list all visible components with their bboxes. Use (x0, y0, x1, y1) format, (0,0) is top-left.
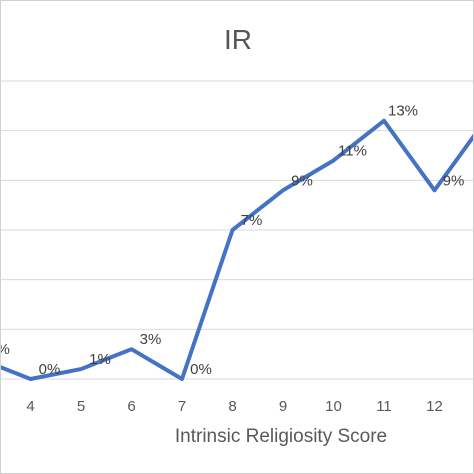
data-label: 2% (1, 341, 10, 358)
x-tick-label: 5 (77, 398, 85, 415)
gridlines (1, 80, 473, 380)
x-tick-label: 6 (127, 398, 135, 415)
data-label: 0% (39, 361, 61, 378)
data-label: 13% (388, 103, 418, 120)
data-label: 1% (89, 351, 111, 368)
x-tick-label: 11 (376, 398, 392, 415)
x-tick-labels: 345678910111213 (26, 398, 443, 415)
x-axis-title: Intrinsic Religiosity Score (175, 426, 387, 447)
x-tick-label: 10 (325, 398, 342, 415)
data-label: 9% (443, 172, 465, 189)
data-label: 11% (338, 142, 367, 159)
x-tick-label: 7 (178, 398, 186, 415)
series-line (1, 118, 473, 381)
x-tick-label: 12 (426, 398, 443, 415)
data-label: 7% (241, 212, 263, 229)
data-label: 3% (140, 331, 162, 348)
data-label: 9% (291, 172, 313, 189)
x-tick-label: 8 (228, 398, 236, 415)
x-tick-label: 9 (279, 398, 287, 415)
x-tick-label: 4 (26, 398, 34, 415)
chart-title: IR (224, 24, 252, 55)
data-labels: 2%0%1%3%0%7%9%11%13%9%13% (1, 103, 465, 378)
data-label: 0% (190, 361, 212, 378)
